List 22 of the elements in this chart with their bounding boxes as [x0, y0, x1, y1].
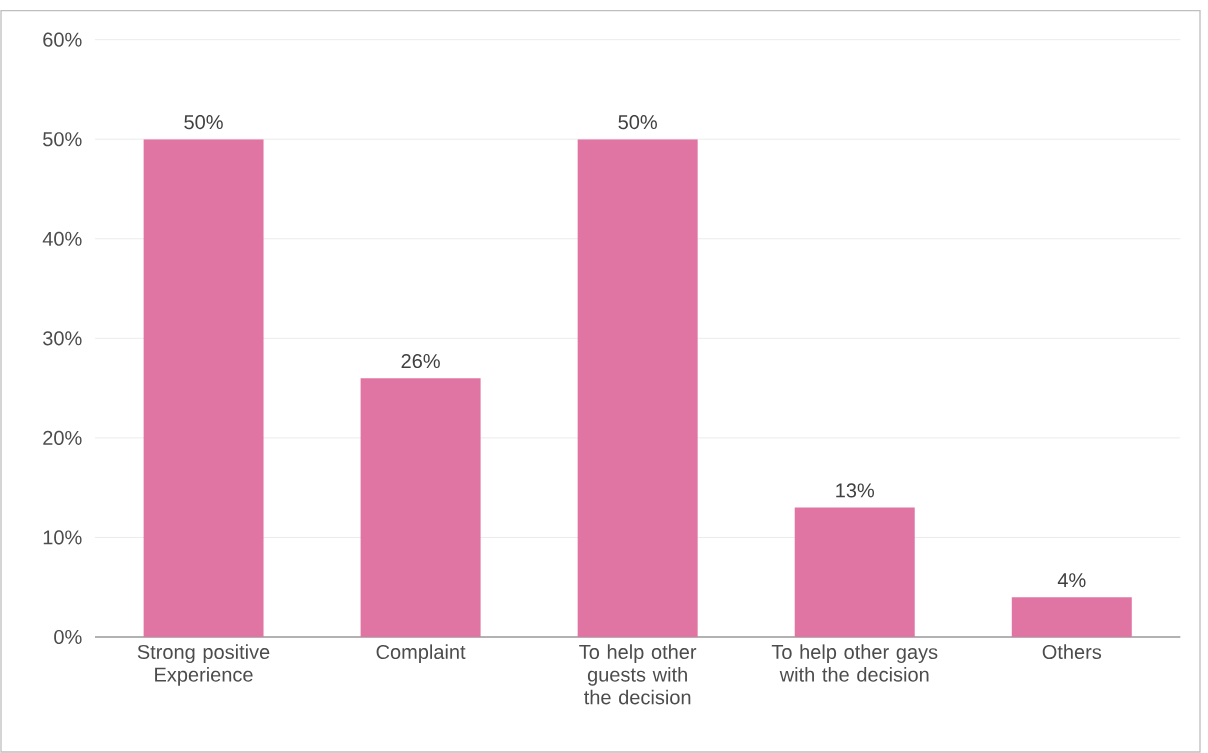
x-tick-label: To help other gays with the decision [771, 644, 938, 682]
x-tick-label: Others [1042, 644, 1102, 660]
y-tick-label: 40% [42, 231, 82, 246]
bar [1011, 597, 1132, 637]
y-tick-label: 60% [43, 32, 82, 47]
y-tick-label: 50% [43, 132, 82, 147]
data-label: 4% [1057, 573, 1086, 588]
x-tick-label: Complaint [376, 644, 466, 663]
y-tick-label: 30% [43, 331, 82, 346]
bar [794, 507, 915, 637]
data-label: 13% [836, 483, 875, 498]
data-label: 50% [618, 115, 657, 130]
bar [360, 378, 481, 637]
x-tick-label: To help other guests with the decision [579, 644, 697, 705]
data-label: 50% [184, 115, 223, 130]
y-tick-label: 0% [54, 629, 82, 645]
bar [143, 139, 264, 637]
data-label: 26% [401, 353, 440, 369]
y-tick-label: 20% [43, 430, 82, 445]
y-tick-label: 10% [43, 530, 82, 545]
x-tick-label: Strong positive Experience [137, 644, 270, 686]
bar [577, 139, 698, 637]
